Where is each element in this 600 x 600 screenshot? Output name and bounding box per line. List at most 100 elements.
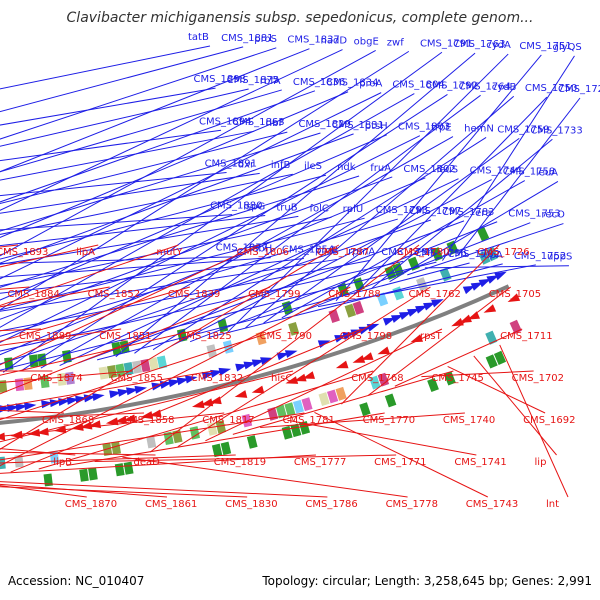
gene-label: CMS_1863	[232, 117, 284, 128]
leader-line	[0, 218, 398, 337]
gene-label: CMS_1720	[558, 84, 600, 95]
gene-label: fruA	[370, 163, 391, 174]
green-marker	[79, 468, 89, 482]
leader-line	[442, 55, 575, 261]
gene-label: CMS_1870	[65, 499, 117, 510]
leader-line	[0, 454, 316, 474]
leader-line	[0, 481, 328, 498]
feature-block	[328, 309, 340, 324]
leader-line	[149, 244, 420, 453]
green-marker	[88, 467, 98, 481]
leader-line	[0, 175, 360, 288]
gene-label: CMS_1889	[19, 331, 71, 342]
forward-gene-arrow	[470, 282, 484, 291]
forward-gene-arrow	[24, 402, 37, 411]
gene-label: CMS_1803	[398, 122, 450, 133]
gene-label: CMS_1894	[199, 116, 251, 127]
leader-line	[0, 215, 299, 265]
leader-line	[447, 366, 546, 414]
reverse-gene-arrow	[293, 373, 307, 382]
forward-gene-arrow	[185, 375, 198, 384]
leader-line	[21, 93, 448, 371]
reverse-gene-arrow	[377, 346, 391, 355]
leader-line	[0, 93, 415, 328]
gene-label: CMS_1819	[214, 457, 266, 468]
feature-block	[376, 292, 389, 307]
genome-map: 2050 kbp2000 kbp1950 kbp1900 kbp1850 kbp…	[0, 32, 600, 510]
leader-line	[0, 171, 227, 197]
gene-label: CMS_1741	[454, 457, 506, 468]
feature-block	[288, 321, 300, 336]
forward-gene-arrow	[276, 352, 290, 361]
leader-line	[421, 370, 534, 378]
leader-line	[0, 260, 404, 352]
leader-line	[0, 258, 338, 312]
gene-label: rbfA	[260, 76, 281, 87]
gene-label: folC	[309, 203, 328, 214]
gene-label: era	[475, 208, 491, 219]
reverse-gene-arrow	[410, 334, 424, 343]
gene-label: CMS_1733	[530, 125, 582, 136]
leader-line	[122, 456, 408, 498]
gene-label: CMS_1745	[431, 373, 483, 384]
forward-gene-arrow	[423, 302, 436, 311]
leader-line	[0, 131, 288, 205]
gene-label: hisC	[271, 373, 292, 384]
topology-text: Topology: circular; Length: 3,258,645 bp…	[262, 574, 592, 588]
gene-label: CMS_1868	[42, 415, 94, 426]
gene-label: CMS_1806	[237, 247, 289, 258]
gene-label: CMS_1726	[477, 247, 529, 258]
leader-line	[389, 180, 559, 283]
leader-line	[0, 130, 255, 181]
gene-label: rpsT	[420, 331, 443, 342]
reverse-gene-arrow	[302, 371, 315, 379]
gene-label: zwf	[387, 37, 404, 48]
leader-line	[335, 54, 542, 302]
reverse-gene-arrow	[114, 415, 128, 424]
green-marker	[427, 377, 439, 393]
label-layer: tatBCMS_1898CMS_1894CMS_1891CMS_1880CMS_…	[0, 32, 600, 510]
feature-block	[140, 358, 151, 373]
feature-block	[111, 441, 122, 455]
forward-gene-arrow	[6, 404, 20, 413]
feature-block	[189, 426, 201, 440]
leader-line	[10, 328, 362, 473]
forward-gene-arrow	[431, 299, 444, 308]
leader-line	[260, 412, 465, 429]
gene-label: CMS_1832	[191, 373, 243, 384]
reverse-gene-arrow	[53, 425, 67, 434]
feature-block	[56, 372, 67, 386]
leader-line	[0, 370, 213, 408]
feature-block	[148, 357, 159, 371]
reverse-gene-arrow	[459, 314, 472, 323]
gene-label: CMS_1770	[363, 415, 415, 426]
reverse-gene-arrow	[234, 390, 248, 398]
forward-gene-arrow	[260, 357, 273, 365]
leader-line	[499, 344, 569, 498]
leader-line	[0, 412, 305, 461]
green-marker	[359, 402, 371, 417]
gene-label: CMS_1777	[294, 457, 346, 468]
leader-line	[0, 370, 294, 443]
forward-gene-arrow	[284, 350, 298, 358]
leader-line	[0, 50, 376, 257]
leader-line	[0, 132, 321, 232]
accession-text: Accession: NC_010407	[8, 574, 145, 588]
gene-label: CMS_1791	[420, 38, 472, 49]
gene-label: cydA	[486, 40, 511, 51]
gene-label: CMS_1771	[374, 457, 426, 468]
feature-block	[284, 402, 296, 416]
leader-line	[0, 88, 249, 147]
leader-line	[0, 129, 222, 162]
gene-label: ndk	[337, 162, 356, 173]
reverse-gene-arrow	[352, 355, 366, 363]
gene-label: deaD	[134, 457, 161, 468]
green-marker	[281, 425, 293, 440]
green-marker	[485, 354, 498, 369]
gene-label: CMS_1798	[340, 331, 392, 342]
gene-label: CMS_1702	[512, 373, 564, 384]
reverse-gene-arrow	[209, 396, 222, 405]
gene-label: CMS_1793	[376, 205, 428, 216]
gene-label: CMS_1877	[216, 243, 268, 254]
forward-gene-arrow	[415, 305, 428, 314]
